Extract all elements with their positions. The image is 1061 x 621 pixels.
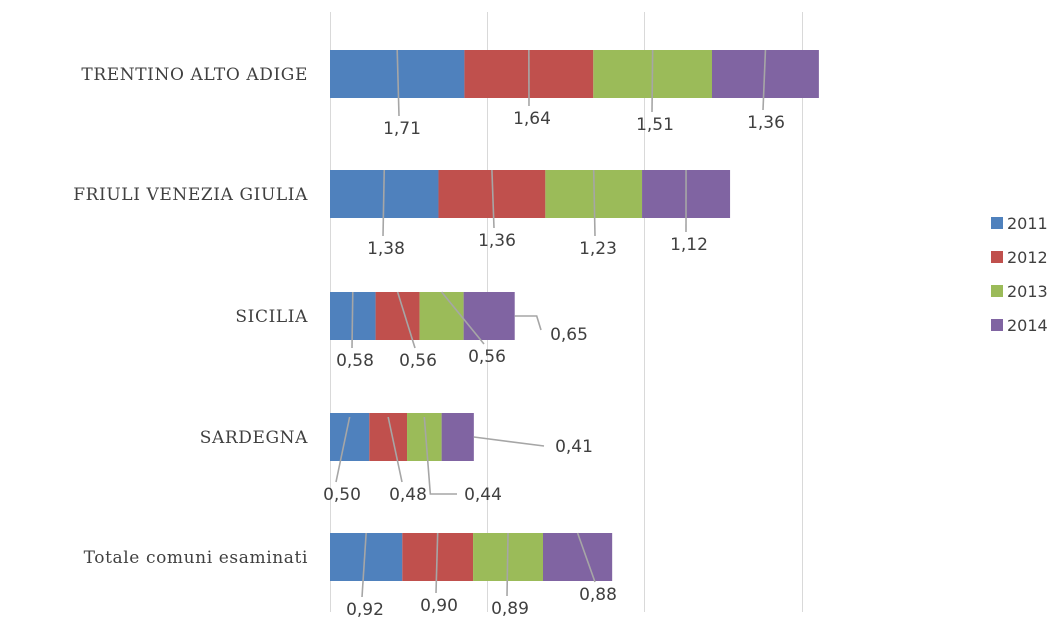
legend-swatch bbox=[991, 285, 1003, 297]
leader-line bbox=[651, 49, 654, 113]
category-label: FRIULI VENEZIA GIULIA bbox=[73, 185, 308, 205]
bar-segment bbox=[375, 292, 420, 340]
leader-line bbox=[335, 416, 351, 483]
legend-label: 2014 bbox=[1007, 316, 1048, 335]
bar-segment bbox=[369, 413, 408, 461]
leader-line bbox=[382, 169, 386, 237]
category-label: Totale comuni esaminati bbox=[84, 548, 308, 568]
leader-line bbox=[351, 291, 354, 349]
data-labels: 1,71 1,64 1,51 1,36 1,38 1,36 1,23 1,12 0,58 0,56… bbox=[323, 109, 785, 620]
label-leader-lines bbox=[335, 49, 767, 598]
data-label: 1,23 bbox=[579, 239, 617, 259]
legend-swatch bbox=[991, 217, 1003, 229]
data-label: 1,64 bbox=[513, 109, 551, 129]
leader-line bbox=[576, 532, 596, 583]
leader-line bbox=[762, 49, 767, 111]
category-labels: TRENTINO ALTO ADIGE FRIULI VENEZIA GIULIA… bbox=[73, 65, 308, 568]
data-label: 0,88 bbox=[579, 585, 617, 605]
bar-segment bbox=[441, 413, 474, 461]
legend-swatch bbox=[991, 251, 1003, 263]
data-label: 1,12 bbox=[670, 235, 708, 255]
leader-line bbox=[423, 416, 457, 495]
data-label: 0,89 bbox=[491, 599, 529, 619]
leader-line bbox=[435, 532, 439, 594]
leader-line bbox=[396, 49, 400, 117]
legend-label: 2012 bbox=[1007, 248, 1048, 267]
leader-line bbox=[514, 315, 542, 331]
data-label: 0,56 bbox=[399, 351, 437, 371]
leader-line bbox=[396, 291, 416, 349]
data-label: 1,38 bbox=[367, 239, 405, 259]
category-label: SARDEGNA bbox=[200, 428, 308, 448]
leader-line bbox=[473, 436, 545, 447]
bar-segment bbox=[419, 292, 464, 340]
leader-line bbox=[361, 532, 367, 598]
data-label: 1,36 bbox=[747, 113, 785, 133]
data-label: 1,51 bbox=[636, 115, 674, 135]
data-label: 0,48 bbox=[389, 485, 427, 505]
legend-label: 2013 bbox=[1007, 282, 1048, 301]
data-label: 0,44 bbox=[464, 485, 502, 505]
leader-line bbox=[506, 532, 509, 597]
leader-line bbox=[592, 169, 596, 237]
category-label: SICILIA bbox=[235, 307, 308, 327]
category-label: TRENTINO ALTO ADIGE bbox=[81, 65, 308, 85]
legend-label: 2011 bbox=[1007, 214, 1048, 233]
data-label: 0,58 bbox=[336, 351, 374, 371]
data-label: 0,65 bbox=[550, 325, 588, 345]
bar-segment bbox=[463, 292, 515, 340]
leader-line bbox=[387, 416, 403, 483]
data-label: 1,36 bbox=[478, 231, 516, 251]
data-label: 0,90 bbox=[420, 596, 458, 616]
data-label: 1,71 bbox=[383, 119, 421, 139]
legend-swatch bbox=[991, 319, 1003, 331]
data-label: 0,92 bbox=[346, 600, 384, 620]
bar-segment bbox=[330, 413, 370, 461]
data-label: 0,50 bbox=[323, 485, 361, 505]
leader-line bbox=[440, 291, 485, 345]
data-label: 0,41 bbox=[555, 437, 593, 457]
leader-line bbox=[491, 169, 495, 229]
data-label: 0,56 bbox=[468, 347, 506, 367]
bar-segment bbox=[543, 533, 613, 581]
legend: 2011 2012 2013 2014 bbox=[991, 214, 1048, 335]
